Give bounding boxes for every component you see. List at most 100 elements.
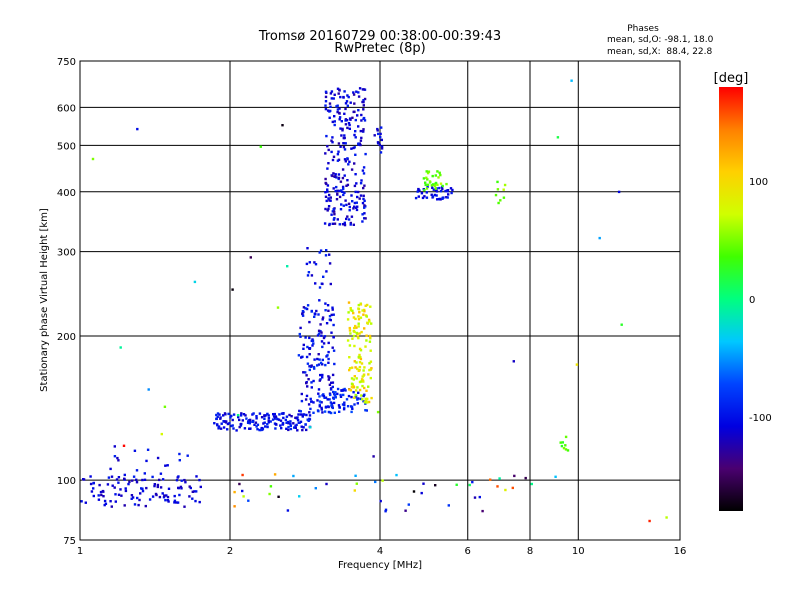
data-point [342, 393, 345, 397]
data-point [494, 193, 498, 197]
data-point [124, 487, 127, 490]
data-point [346, 126, 349, 130]
data-point [226, 428, 229, 431]
data-point [290, 415, 293, 418]
data-point [339, 208, 343, 211]
data-point [333, 217, 336, 220]
data-point [179, 485, 183, 489]
x-tick-label: 10 [572, 546, 585, 557]
data-point [298, 421, 301, 424]
data-point [338, 118, 341, 121]
data-point [343, 387, 346, 391]
data-point [344, 107, 347, 111]
data-point [353, 102, 356, 105]
data-point [358, 361, 362, 364]
data-point [564, 444, 567, 447]
data-point [320, 334, 323, 337]
data-point [299, 326, 302, 330]
data-point [198, 500, 201, 504]
data-point [376, 127, 379, 131]
data-point [575, 363, 579, 366]
data-point [310, 381, 313, 384]
data-point [296, 418, 300, 422]
colorbar-tick-label: 0 [749, 295, 755, 306]
data-point [184, 481, 187, 484]
data-point [117, 459, 120, 462]
data-point [362, 197, 365, 201]
data-point [350, 147, 353, 150]
data-point [254, 421, 258, 424]
data-point [307, 378, 310, 381]
data-point [332, 401, 336, 405]
data-point [233, 505, 236, 508]
data-point [163, 494, 166, 497]
data-point [365, 315, 368, 318]
data-point [361, 220, 364, 223]
data-point [242, 495, 245, 498]
data-point [343, 158, 347, 161]
data-point [359, 316, 363, 319]
data-point [338, 410, 341, 413]
data-point [417, 188, 420, 191]
data-point [333, 120, 336, 123]
data-point [193, 280, 197, 284]
data-point [325, 482, 328, 486]
data-point [313, 261, 316, 264]
data-point [277, 495, 280, 498]
data-point [362, 108, 365, 111]
data-point [648, 519, 651, 523]
data-point [305, 355, 309, 359]
data-point [153, 484, 156, 488]
data-point [314, 263, 318, 266]
data-point [163, 405, 167, 408]
data-point [178, 493, 181, 497]
phase-stats-heading: Phases [627, 24, 659, 34]
chart-subtitle: RwPretec (8p) [334, 41, 425, 56]
data-point [305, 381, 308, 385]
data-point [308, 417, 311, 421]
data-point [503, 183, 507, 187]
data-point [348, 368, 351, 372]
data-point [423, 195, 426, 198]
data-point [329, 105, 332, 108]
data-point [363, 119, 367, 122]
data-point [376, 141, 380, 144]
data-point [343, 221, 346, 224]
data-point [365, 389, 368, 392]
data-point [423, 188, 426, 192]
data-point [332, 97, 335, 100]
data-point [328, 102, 332, 105]
data-point [306, 418, 309, 421]
data-point [504, 488, 507, 492]
data-point [286, 420, 290, 424]
data-point [260, 416, 264, 419]
data-point [228, 422, 231, 425]
data-point [351, 116, 354, 119]
data-point [103, 503, 106, 507]
data-point [329, 109, 332, 113]
data-point [341, 176, 345, 180]
data-point [312, 411, 315, 414]
data-point [348, 209, 351, 212]
data-point [255, 425, 258, 428]
data-point [299, 413, 303, 416]
data-point [128, 480, 131, 484]
data-point [244, 414, 247, 417]
data-point [326, 109, 330, 112]
data-point [359, 182, 363, 185]
data-point [373, 134, 376, 137]
colorbar [719, 87, 743, 511]
data-point [110, 475, 114, 478]
data-point [307, 271, 311, 274]
data-point [324, 363, 327, 367]
data-point [343, 403, 346, 407]
data-point [286, 265, 289, 268]
data-point [306, 362, 310, 365]
data-point [334, 391, 337, 394]
data-point [350, 168, 354, 171]
data-point [434, 187, 437, 190]
data-point [364, 152, 367, 156]
data-point [139, 492, 142, 495]
data-point [276, 417, 279, 421]
data-point [155, 493, 158, 497]
